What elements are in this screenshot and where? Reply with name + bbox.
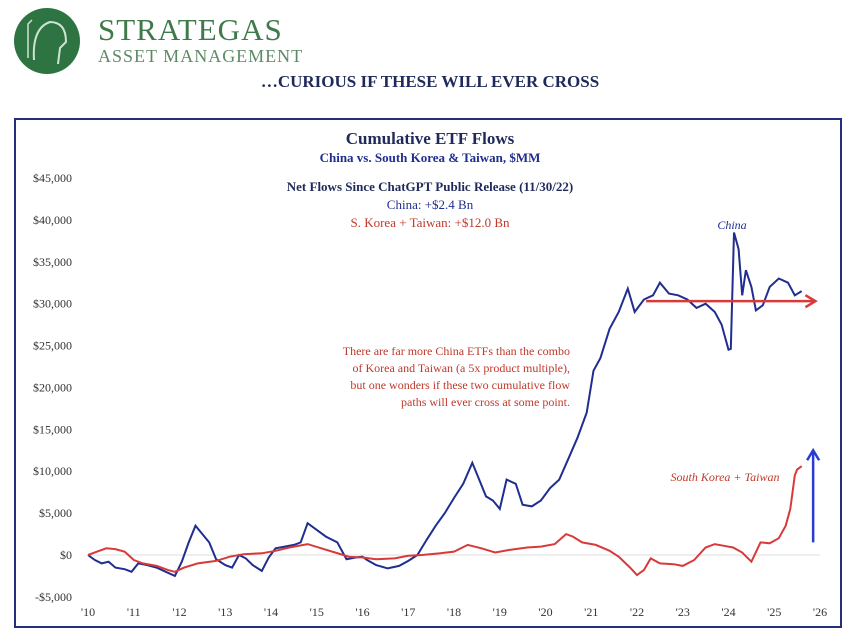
x-tick-label: '20	[538, 605, 552, 619]
x-tick-label: '26	[813, 605, 827, 619]
y-tick-label: $30,000	[33, 297, 72, 311]
note-line: paths will ever cross at some point.	[401, 395, 570, 409]
x-tick-label: '24	[721, 605, 735, 619]
x-tick-label: '11	[127, 605, 141, 619]
x-tick-label: '18	[447, 605, 461, 619]
series-label-china: China	[717, 218, 746, 232]
series-line-china	[87, 232, 803, 578]
annotation-china: China: +$2.4 Bn	[387, 197, 474, 212]
note-line: but one wonders if these two cumulative …	[350, 378, 570, 392]
brand: STRATEGAS ASSET MANAGEMENT	[98, 14, 303, 67]
y-tick-label: $25,000	[33, 339, 72, 353]
chart-title: Cumulative ETF Flows	[346, 129, 515, 148]
y-tick-label: $10,000	[33, 464, 72, 478]
series-label-korea: South Korea + Taiwan	[671, 470, 780, 484]
headline: …CURIOUS IF THESE WILL EVER CROSS	[260, 72, 600, 91]
x-tick-label: '25	[767, 605, 781, 619]
x-tick-label: '17	[401, 605, 415, 619]
x-tick-label: '15	[310, 605, 324, 619]
x-tick-label: '16	[355, 605, 369, 619]
y-tick-label: -$5,000	[35, 590, 72, 604]
x-tick-label: '12	[172, 605, 186, 619]
chart-frame	[14, 118, 842, 628]
y-tick-label: $15,000	[33, 422, 72, 436]
x-tick-label: '10	[81, 605, 95, 619]
brand-name: STRATEGAS	[98, 12, 283, 47]
y-tick-label: $40,000	[33, 213, 72, 227]
annotation-korea: S. Korea + Taiwan: +$12.0 Bn	[350, 215, 510, 230]
helmet-logo-icon	[27, 19, 68, 65]
y-tick-label: $45,000	[33, 171, 72, 185]
y-tick-label: $20,000	[33, 380, 72, 394]
x-tick-label: '14	[264, 605, 278, 619]
series-line-korea	[87, 465, 803, 577]
x-tick-label: '21	[584, 605, 598, 619]
strategas-logo	[14, 8, 80, 74]
x-tick-label: '23	[676, 605, 690, 619]
arrow-right-head-icon	[804, 294, 818, 309]
note-line: of Korea and Taiwan (a 5x product multip…	[352, 361, 570, 375]
chart-subtitle: China vs. South Korea & Taiwan, $MM	[320, 150, 541, 165]
y-tick-label: $35,000	[33, 255, 72, 269]
note-line: There are far more China ETFs than the c…	[343, 344, 570, 358]
arrow-up-head-icon	[806, 447, 821, 461]
y-tick-label: $0	[60, 548, 72, 562]
y-tick-label: $5,000	[39, 506, 72, 520]
x-tick-label: '22	[630, 605, 644, 619]
brand-subtitle: ASSET MANAGEMENT	[98, 46, 304, 66]
x-tick-label: '19	[493, 605, 507, 619]
x-tick-label: '13	[218, 605, 232, 619]
annotation-heading: Net Flows Since ChatGPT Public Release (…	[287, 179, 573, 194]
